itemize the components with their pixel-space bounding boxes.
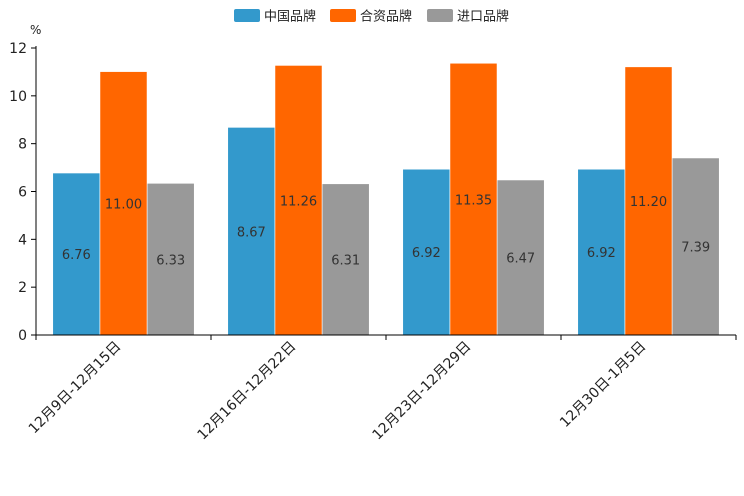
bar-value-label: 6.47 — [506, 252, 535, 267]
y-tick-label: 10 — [9, 89, 27, 105]
bar-value-label: 6.92 — [412, 246, 441, 261]
legend-swatch — [427, 9, 453, 22]
bar — [403, 169, 450, 335]
legend-item: 中国品牌 — [234, 9, 316, 25]
bar — [672, 158, 719, 335]
y-tick-label: 0 — [18, 328, 27, 344]
bar-value-label: 7.39 — [681, 241, 710, 256]
bar-value-label: 8.67 — [237, 225, 266, 240]
bar-value-label: 11.00 — [105, 197, 142, 212]
x-category-label: 12月23日-12月29日 — [369, 339, 474, 444]
bars-group: 6.76 11.00 6.33 8.67 11.26 6.31 6.92 11.35 6.47 6… — [53, 63, 719, 336]
bar-value-label: 11.20 — [630, 195, 667, 210]
bar — [53, 173, 100, 335]
y-tick-label: 2 — [18, 280, 27, 296]
bar — [275, 65, 322, 335]
y-tick-label: 12 — [9, 41, 27, 57]
bar — [578, 169, 625, 335]
y-axis-unit-label: % — [30, 23, 41, 37]
x-category-label: 12月30日-1月5日 — [557, 339, 649, 431]
x-category-label: 12月16日-12月22日 — [194, 339, 299, 444]
legend-swatch — [330, 9, 356, 22]
y-tick-label: 8 — [18, 137, 27, 153]
bar — [147, 183, 194, 335]
bar-value-label: 6.76 — [62, 248, 91, 263]
bar — [497, 180, 544, 335]
bar-value-label: 11.35 — [455, 193, 492, 208]
bar — [100, 71, 147, 336]
legend-label: 进口品牌 — [457, 9, 509, 25]
bar-value-label: 6.33 — [156, 253, 185, 268]
legend-item: 合资品牌 — [330, 9, 412, 25]
y-tick-label: 6 — [18, 185, 27, 201]
x-axis: 12月9日-12月15日 12月16日-12月22日 12月23日-12月29日 12… — [26, 334, 737, 444]
legend-item: 进口品牌 — [427, 9, 509, 25]
bar — [228, 127, 275, 335]
x-category-label: 12月9日-12月15日 — [26, 339, 125, 438]
bar — [322, 184, 369, 335]
y-axis: 0 2 4 6 8 10 12 — [9, 41, 37, 344]
bar-value-label: 6.31 — [331, 254, 360, 269]
legend-swatch — [234, 9, 260, 22]
bar-value-label: 6.92 — [587, 246, 616, 261]
bar-value-label: 11.26 — [280, 194, 317, 209]
legend: 中国品牌 合资品牌 进口品牌 — [234, 9, 509, 25]
legend-label: 中国品牌 — [264, 9, 316, 25]
legend-label: 合资品牌 — [360, 9, 412, 25]
y-tick-label: 4 — [18, 232, 27, 248]
bar — [450, 63, 497, 335]
bar — [625, 67, 672, 335]
